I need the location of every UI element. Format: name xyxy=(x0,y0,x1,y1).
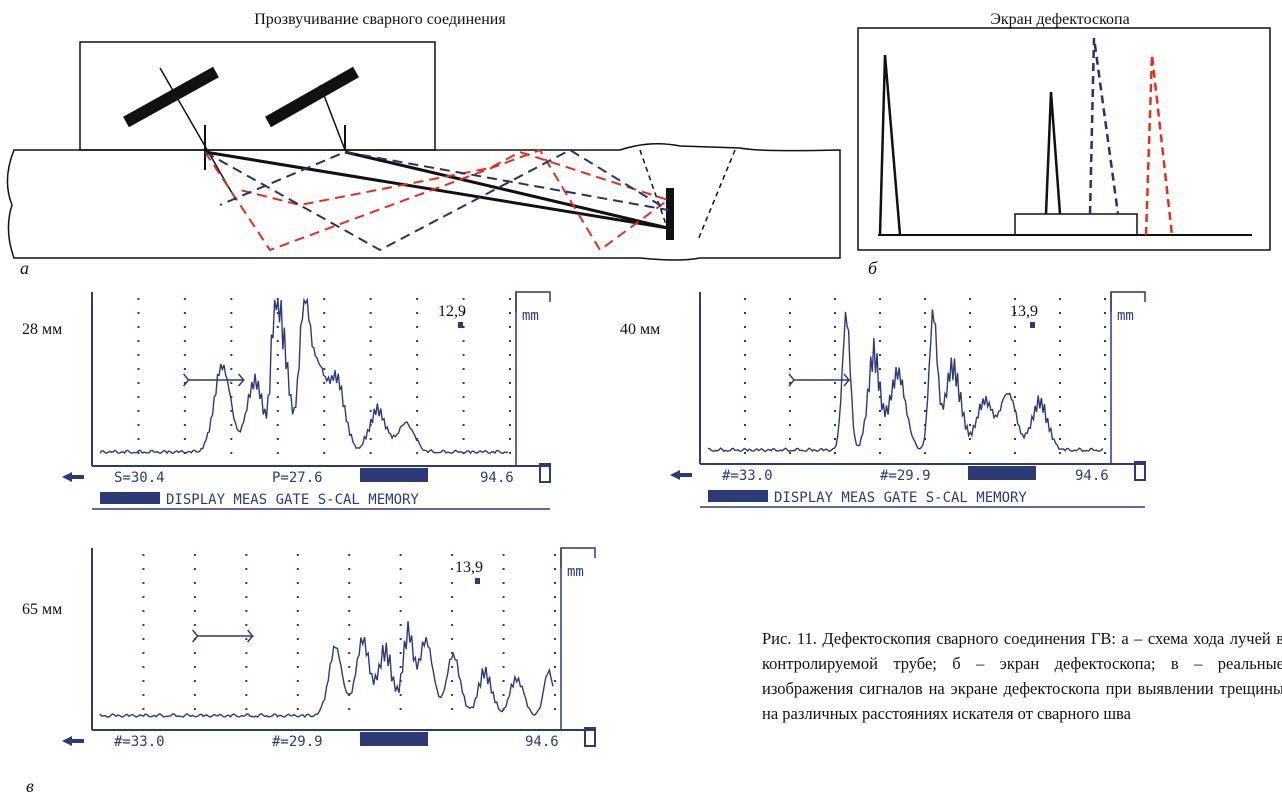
status-block xyxy=(360,468,428,482)
unit: mm xyxy=(1117,308,1134,324)
menu-block xyxy=(100,492,160,504)
status-value: 94.6 xyxy=(1075,468,1109,484)
gate-marker xyxy=(184,374,244,386)
pulse xyxy=(1090,38,1118,214)
weld-edge xyxy=(698,150,735,240)
panel-label: б xyxy=(868,258,878,278)
probe xyxy=(126,72,216,122)
pulse xyxy=(1146,55,1172,235)
ray xyxy=(205,150,668,250)
unit: mm xyxy=(567,564,584,580)
panel-a-title: Прозвучивание сварного соединения xyxy=(254,11,506,28)
arrow-icon xyxy=(62,472,84,482)
screen-b xyxy=(858,28,1270,250)
menu: DISPLAY MEAS GATE S-CAL MEMORY xyxy=(166,492,419,508)
signal-trace xyxy=(708,309,1103,451)
reading: 13,9 xyxy=(1010,303,1038,320)
ray xyxy=(205,150,668,250)
reading: 13,9 xyxy=(455,559,483,576)
menu-block xyxy=(708,490,768,502)
panel-label: в xyxy=(26,776,34,796)
signal-trace xyxy=(100,300,508,453)
status-block xyxy=(360,732,428,746)
scan-distance: 40 мм xyxy=(620,321,660,338)
status-value: #=33.0 xyxy=(114,734,165,750)
status-value: #=29.9 xyxy=(880,468,931,484)
probe-axis xyxy=(320,85,345,150)
status-block xyxy=(968,466,1036,480)
panel-b-title: Экран дефектоскопа xyxy=(990,11,1129,28)
probe-housing xyxy=(80,42,435,150)
status-value: 94.6 xyxy=(480,470,514,486)
pulse xyxy=(1046,92,1060,214)
status-value: #=29.9 xyxy=(272,734,323,750)
unit: mm xyxy=(522,308,539,324)
scan-distance: 28 мм xyxy=(22,321,62,338)
page: Прозвучивание сварного соединения а Экра… xyxy=(0,0,1282,796)
arrow-icon xyxy=(670,470,692,480)
status-value: #=33.0 xyxy=(722,468,773,484)
scan-distance: 65 мм xyxy=(22,601,62,618)
ray xyxy=(205,152,668,228)
reading: 12,9 xyxy=(438,303,466,320)
menu: DISPLAY MEAS GATE S-CAL MEMORY xyxy=(774,490,1027,506)
gate-marker xyxy=(789,374,849,386)
pulse xyxy=(880,55,900,235)
signal-trace xyxy=(100,621,553,717)
caption: Рис. 11. Дефектоскопия сварного соединен… xyxy=(762,626,1282,726)
pipe xyxy=(7,144,840,260)
crack xyxy=(666,188,674,240)
status-value: P=27.6 xyxy=(272,470,323,486)
status-value: S=30.4 xyxy=(114,470,165,486)
reading-mark xyxy=(475,578,480,584)
gate-marker xyxy=(193,630,253,642)
panel-label: а xyxy=(20,258,29,278)
status-value: 94.6 xyxy=(525,734,559,750)
gate xyxy=(1015,214,1137,235)
reading-mark xyxy=(458,322,463,328)
probe xyxy=(268,72,356,122)
arrow-icon xyxy=(62,736,84,746)
reading-mark xyxy=(1030,322,1035,328)
